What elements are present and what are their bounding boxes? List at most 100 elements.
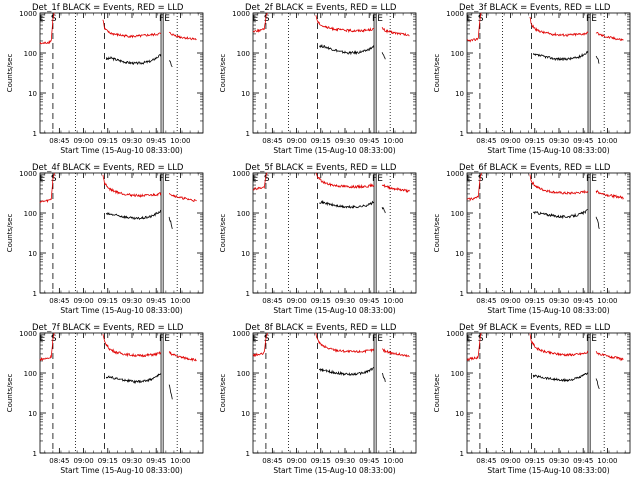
y-tick-label: 1: [33, 450, 37, 458]
lld-series-line: [315, 332, 375, 354]
x-tick-label: 08:45: [262, 457, 282, 465]
y-tick-label: 1: [460, 130, 464, 138]
event-annotation: E: [40, 174, 46, 184]
lld-series-line: [595, 189, 624, 200]
event-annotation: FE: [586, 14, 597, 24]
event-annotation: S: [264, 174, 270, 184]
lld-series-line: [529, 333, 589, 357]
plot-frame: [39, 332, 204, 454]
events-series-line: [319, 43, 375, 56]
events-series-line: [595, 378, 600, 390]
event-annotation: E: [253, 334, 259, 344]
x-tick-label: 09:15: [525, 137, 545, 145]
lld-series-line: [102, 174, 162, 198]
x-tick-label: 09:00: [73, 457, 93, 465]
event-annotation: E: [467, 334, 473, 344]
event-annotation: E: [253, 14, 259, 24]
y-tick-label: 10: [28, 90, 37, 98]
plot-frame: [252, 12, 417, 134]
plot-frame: [466, 332, 631, 454]
x-tick-label: 09:30: [335, 457, 355, 465]
y-tick-label: 100: [24, 210, 37, 218]
lld-series-line: [39, 12, 55, 45]
y-tick-label: 1: [33, 130, 37, 138]
y-tick-label: 10: [28, 410, 37, 418]
x-tick-label: 09:15: [98, 137, 118, 145]
events-series-line: [319, 199, 375, 209]
plot-frame: [252, 332, 417, 454]
panel-8: Det_8f BLACK = Events, RED = LLD 1 10 100 10…: [219, 323, 417, 475]
y-axis-label: Counts/sec: [6, 214, 14, 253]
lld-series-line: [168, 351, 197, 362]
plot-frame: [466, 172, 631, 294]
event-annotation: FE: [372, 334, 383, 344]
x-tick-label: 08:45: [476, 297, 496, 305]
panel-7: Det_7f BLACK = Events, RED = LLD 1 10 100 10…: [6, 323, 204, 475]
y-tick-label: 1: [246, 450, 250, 458]
event-annotation: S: [51, 174, 57, 184]
event-annotation: S: [51, 334, 57, 344]
lld-series-line: [466, 332, 482, 361]
x-tick-label: 09:45: [146, 137, 166, 145]
event-annotation: S: [51, 14, 57, 24]
panel-9: Det_9f BLACK = Events, RED = LLD 1 10 100 10…: [433, 323, 631, 475]
x-tick-label: 09:45: [573, 137, 593, 145]
x-tick-label: 09:45: [146, 297, 166, 305]
x-tick-label: 08:45: [476, 457, 496, 465]
x-tick-label: 10:00: [170, 457, 190, 465]
y-axis-label: Counts/sec: [219, 214, 227, 253]
events-series-line: [105, 209, 162, 221]
panel-title: Det_3f BLACK = Events, RED = LLD: [459, 3, 611, 13]
y-tick-label: 1000: [19, 170, 37, 178]
x-tick-label: 09:45: [359, 297, 379, 305]
lld-series-line: [102, 334, 161, 358]
x-tick-label: 09:30: [549, 297, 569, 305]
x-axis-label: Start Time (15-Aug-10 08:33:00): [487, 146, 609, 155]
event-annotation: E: [467, 14, 473, 24]
events-series-line: [532, 209, 589, 220]
x-tick-label: 09:15: [98, 457, 118, 465]
lld-series-line: [252, 332, 268, 358]
x-tick-label: 09:00: [500, 457, 520, 465]
y-tick-label: 1: [460, 450, 464, 458]
x-tick-label: 09:15: [311, 297, 331, 305]
x-tick-label: 10:00: [383, 297, 403, 305]
y-tick-label: 100: [451, 210, 464, 218]
panel-title: Det_4f BLACK = Events, RED = LLD: [32, 163, 184, 173]
x-tick-label: 08:45: [262, 137, 282, 145]
event-annotation: S: [264, 14, 270, 24]
event-annotation: FE: [159, 174, 170, 184]
events-series-line: [381, 52, 386, 60]
x-tick-label: 10:00: [170, 297, 190, 305]
y-tick-label: 10: [241, 90, 250, 98]
x-tick-label: 09:30: [122, 137, 142, 145]
x-tick-label: 09:15: [98, 297, 118, 305]
y-axis-label: Counts/sec: [219, 374, 227, 413]
y-tick-label: 1: [33, 290, 37, 298]
x-tick-label: 09:30: [549, 137, 569, 145]
x-axis-label: Start Time (15-Aug-10 08:33:00): [487, 306, 609, 315]
events-series-line: [595, 216, 600, 230]
x-tick-label: 09:00: [286, 457, 306, 465]
lld-series-line: [529, 16, 589, 37]
lld-series-line: [381, 348, 410, 358]
x-tick-label: 09:45: [359, 137, 379, 145]
lld-series-line: [102, 19, 162, 39]
event-annotation: FE: [159, 14, 170, 24]
panel-title: Det_6f BLACK = Events, RED = LLD: [459, 163, 611, 173]
x-tick-label: 09:30: [335, 137, 355, 145]
x-tick-label: 09:00: [500, 137, 520, 145]
x-tick-label: 09:00: [73, 297, 93, 305]
panel-1: Det_1f BLACK = Events, RED = LLD 1 10 100 10…: [6, 3, 204, 155]
event-annotation: FE: [586, 174, 597, 184]
event-annotation: FE: [586, 334, 597, 344]
lld-series-line: [466, 172, 482, 202]
panel-title: Det_1f BLACK = Events, RED = LLD: [32, 3, 184, 13]
x-tick-label: 10:00: [383, 137, 403, 145]
y-tick-label: 100: [24, 370, 37, 378]
events-series-line: [595, 55, 600, 64]
x-tick-label: 08:45: [49, 137, 69, 145]
x-tick-label: 08:45: [262, 297, 282, 305]
y-tick-label: 100: [24, 50, 37, 58]
x-tick-label: 09:30: [122, 297, 142, 305]
